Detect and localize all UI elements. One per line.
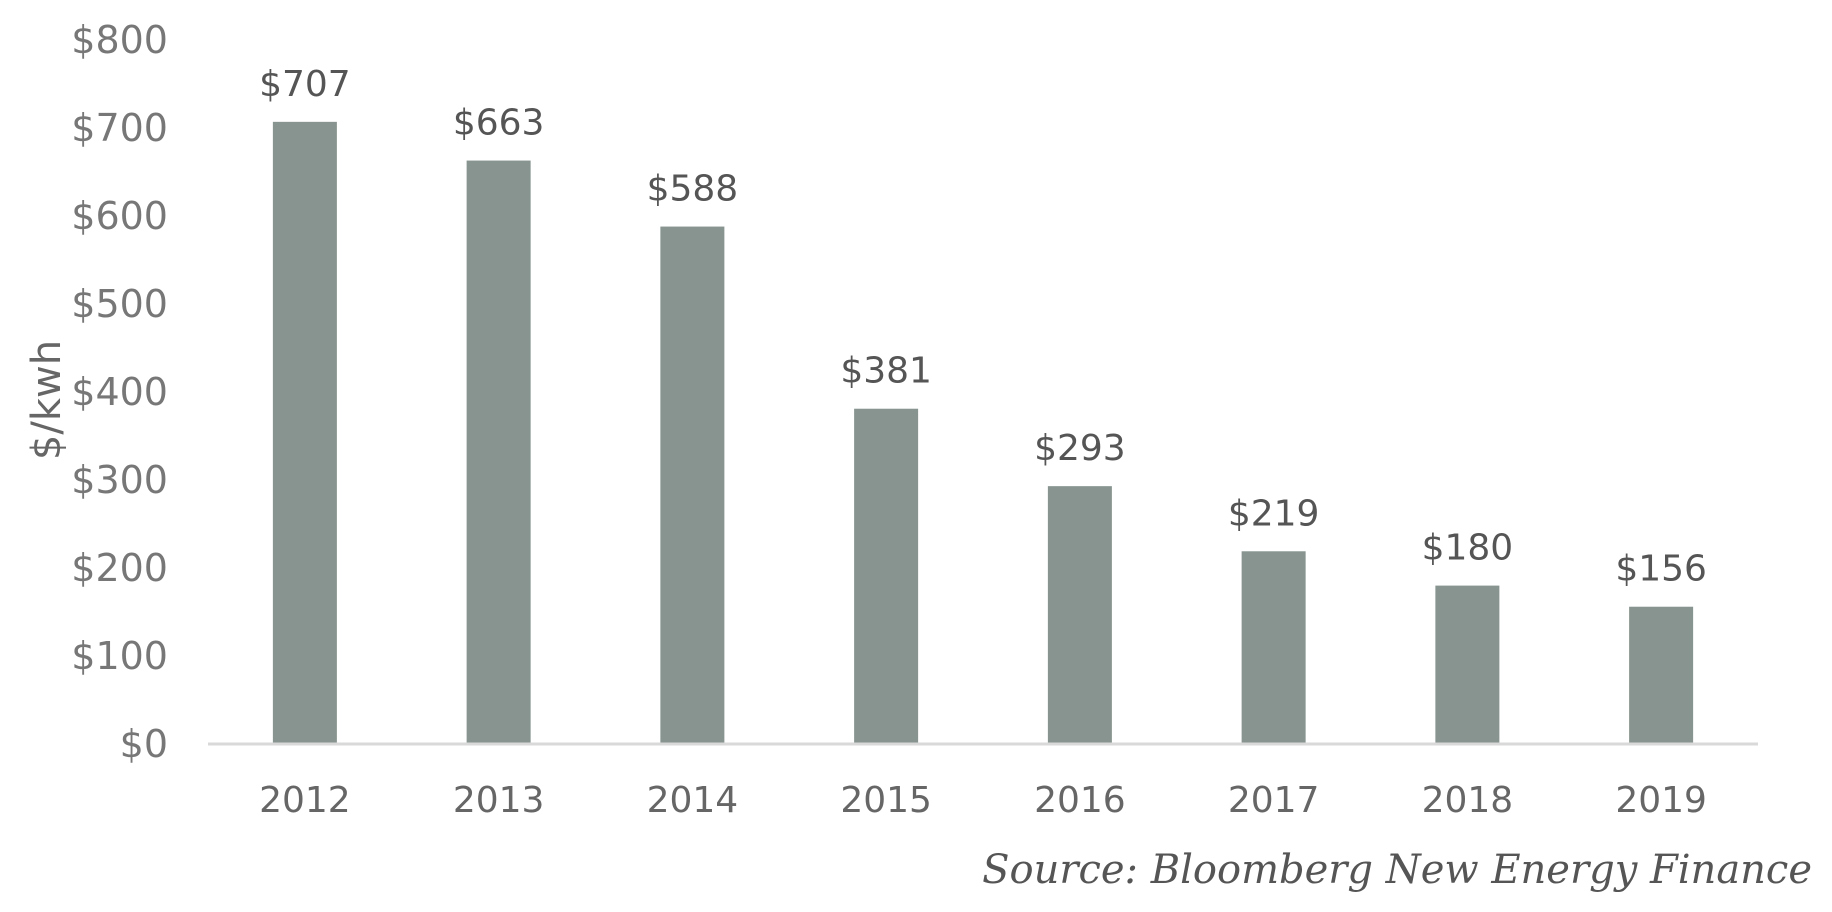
bar: [1629, 606, 1694, 744]
x-axis-ticks: 2012 2013 2014 2015 2016 2017 2018 2019: [259, 780, 1707, 821]
bar: [854, 408, 919, 744]
data-label: $588: [647, 169, 739, 210]
y-tick-label: $200: [71, 546, 168, 590]
y-tick-label: $600: [71, 194, 168, 238]
y-axis-label: $/kwh: [24, 340, 70, 460]
x-tick-label: 2017: [1228, 780, 1320, 821]
bar: [1435, 585, 1500, 744]
y-tick-label: $0: [120, 722, 168, 766]
bar: [466, 160, 531, 744]
x-tick-label: 2014: [647, 780, 739, 821]
data-label: $219: [1228, 493, 1320, 534]
y-tick-label: $500: [71, 282, 168, 326]
x-tick-label: 2013: [453, 780, 545, 821]
data-label: $663: [453, 103, 545, 144]
y-axis-ticks: $0 $100 $200 $300 $400 $500 $600 $700 $800: [71, 18, 168, 766]
y-tick-label: $100: [71, 634, 168, 678]
source-note: Source: Bloomberg New Energy Finance: [982, 847, 1812, 893]
bar: [272, 121, 337, 745]
data-labels: $707 $663 $588 $381 $293 $219 $180 $156: [259, 64, 1707, 590]
y-tick-label: $800: [71, 18, 168, 62]
data-label: $707: [259, 64, 351, 105]
y-tick-label: $300: [71, 458, 168, 502]
y-tick-label: $400: [71, 370, 168, 414]
x-tick-label: 2018: [1422, 780, 1514, 821]
data-label: $293: [1034, 428, 1126, 469]
bar: [1241, 551, 1306, 744]
x-tick-label: 2012: [259, 780, 351, 821]
x-tick-label: 2015: [840, 780, 932, 821]
y-tick-label: $700: [71, 106, 168, 150]
bars: [272, 121, 1694, 745]
bar: [660, 226, 725, 744]
data-label: $156: [1615, 549, 1707, 590]
bar: [1047, 486, 1112, 744]
data-label: $381: [840, 351, 932, 392]
x-tick-label: 2019: [1615, 780, 1707, 821]
x-tick-label: 2016: [1034, 780, 1126, 821]
data-label: $180: [1422, 528, 1514, 569]
